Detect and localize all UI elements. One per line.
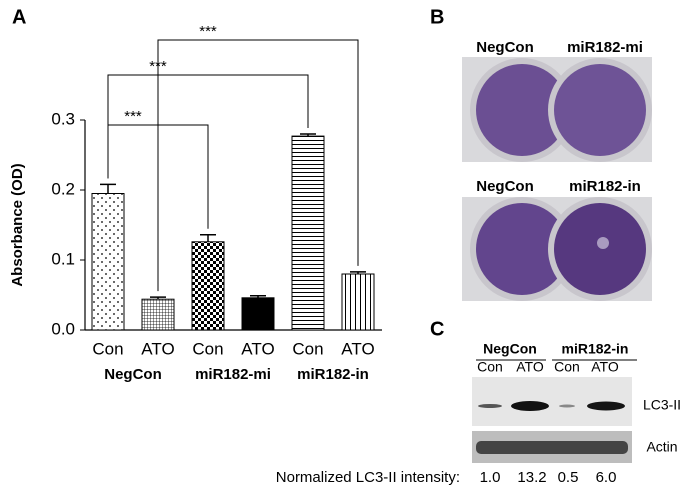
panel-label: B: [430, 6, 444, 28]
well-stain: [554, 64, 646, 156]
well-spot: [597, 237, 609, 249]
x-tick-label: ATO: [141, 339, 174, 358]
intensity-value: 1.0: [480, 469, 501, 486]
error-bar: [200, 234, 216, 242]
plate-label: NegCon: [476, 178, 534, 195]
error-bar: [350, 271, 366, 274]
x-tick-label: ATO: [341, 339, 374, 358]
error-bar: [150, 296, 166, 300]
plate-label: NegCon: [476, 39, 534, 56]
significance-bracket: [107, 74, 309, 179]
bar: [191, 241, 225, 331]
band: [476, 441, 628, 454]
lane-label: Con: [477, 359, 503, 375]
plate-label: miR182-in: [569, 178, 641, 195]
plate-label: miR182-mi: [567, 39, 643, 56]
group-label: miR182-mi: [195, 366, 271, 383]
y-axis-label: Absorbance (OD): [9, 163, 26, 286]
y-tick-label: 0.2: [51, 179, 75, 198]
group-label: NegCon: [104, 366, 162, 383]
panel-label: A: [12, 6, 26, 28]
bar: [91, 193, 125, 331]
band: [587, 401, 625, 411]
blot: [472, 377, 632, 426]
band-label: LC3-II: [643, 397, 681, 413]
band: [559, 404, 575, 408]
x-tick-label: Con: [292, 339, 323, 358]
blot-group: NegCon: [483, 341, 537, 357]
intensity-value: 0.5: [558, 469, 579, 486]
lane-label: ATO: [516, 359, 544, 375]
x-tick-label: Con: [92, 339, 123, 358]
lane-label: Con: [554, 359, 580, 375]
lane-label: ATO: [591, 359, 619, 375]
x-tick-label: Con: [192, 339, 223, 358]
significance-label: ***: [124, 108, 142, 125]
significance-label: ***: [199, 23, 217, 40]
intensity-label: Normalized LC3-II intensity:: [276, 469, 460, 486]
well-stain: [554, 203, 646, 295]
intensity-value: 6.0: [596, 469, 617, 486]
intensity-value: 13.2: [517, 469, 546, 486]
blot-group: miR182-in: [562, 341, 629, 357]
y-tick-label: 0.1: [51, 249, 75, 268]
well-stain: [476, 64, 568, 156]
band: [511, 401, 549, 411]
band: [478, 404, 502, 408]
y-tick-label: 0.0: [51, 319, 75, 338]
bar: [241, 297, 275, 331]
bar: [141, 298, 175, 331]
significance-bracket: [157, 39, 359, 292]
x-tick-label: ATO: [241, 339, 274, 358]
panel-label: C: [430, 318, 444, 340]
group-label: miR182-in: [297, 366, 369, 383]
y-tick-label: 0.3: [51, 109, 75, 128]
bar: [341, 273, 375, 331]
band-label: Actin: [646, 439, 677, 455]
well-stain: [476, 203, 568, 295]
bar: [291, 135, 325, 331]
error-bar: [300, 133, 316, 137]
error-bar: [250, 294, 266, 298]
error-bar: [100, 183, 116, 194]
